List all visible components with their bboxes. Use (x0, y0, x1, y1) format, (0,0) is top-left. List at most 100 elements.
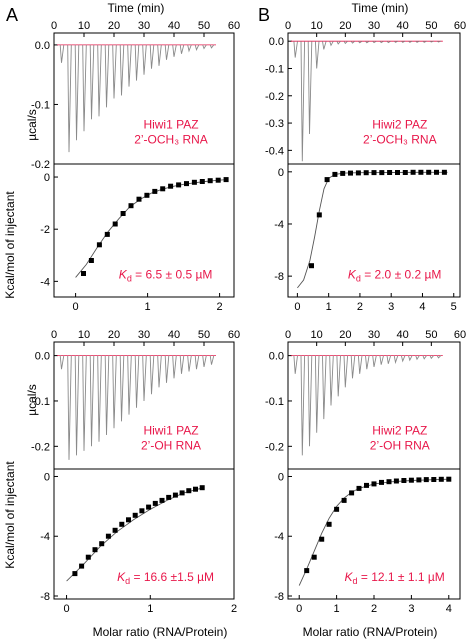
kd-value: = 12.1 ± 1.1 µM (358, 570, 445, 584)
data-point (304, 568, 310, 574)
injection-peak (322, 355, 327, 420)
data-point (132, 512, 138, 518)
injection-peak (336, 40, 341, 45)
data-point (395, 170, 400, 175)
y-tick-label: -0.1 (31, 396, 50, 408)
bottom-xlabel-a: Molar ratio (RNA/Protein) (93, 625, 228, 639)
kd-value: = 2.0 ± 0.2 µM (361, 267, 442, 281)
injection-peak (415, 355, 420, 361)
data-point (166, 494, 172, 500)
data-point (418, 169, 424, 175)
injection-peak (293, 355, 298, 374)
chart-b-top: 0.0 -0.1 -0.2 -0.3 -0.4 0 10 20 30 40 50 60 Hiwi2 PA… (265, 20, 466, 165)
injection-peak (164, 44, 170, 60)
data-point (120, 211, 126, 216)
data-point (410, 169, 416, 175)
x-tick-label: 40 (168, 329, 180, 341)
y-tick-label: 0 (44, 471, 50, 483)
y-tick-label: -4 (274, 219, 284, 231)
injection-peak (307, 355, 313, 447)
x-tick-label: 2 (371, 603, 377, 615)
injection-peak (172, 355, 177, 379)
injection-peak (314, 41, 320, 69)
x-tick-label: 40 (397, 20, 409, 32)
x-tick-label: 3 (408, 603, 414, 615)
x-tick-label: 2 (217, 301, 223, 313)
annotation-line-1: Hiwi1 PAZ (143, 118, 198, 132)
data-point (85, 554, 91, 560)
data-point (152, 500, 158, 506)
top-axis-label-a: Time (min) (108, 1, 165, 15)
x-tick-label: 4 (419, 301, 425, 313)
data-point (441, 169, 447, 175)
plot-frame (53, 163, 235, 298)
data-point (168, 183, 174, 189)
chart-a-top: 0.0 -0.1 -0.2 0 10 20 30 40 50 60 Hiwi1 PAZ2’-OCH₃… (31, 20, 240, 171)
data-point (393, 478, 399, 484)
data-point (363, 170, 369, 176)
kd-symbol: K (117, 570, 126, 584)
data-point (96, 242, 102, 248)
y-tick-label: 0.0 (35, 40, 50, 52)
x-tick-label: 1 (145, 301, 151, 313)
bottom-xlabel-b: Molar ratio (RNA/Protein) (303, 625, 438, 639)
data-point (152, 188, 158, 194)
injection-peak (300, 41, 306, 162)
injection-peak (307, 41, 313, 135)
x-tick-label: 0 (285, 20, 291, 32)
y-tick-label: 0 (278, 471, 284, 483)
data-point (334, 506, 340, 512)
data-point (364, 482, 369, 488)
x-tick-label: 50 (198, 20, 210, 32)
y-tick-label: -4 (274, 531, 284, 543)
x-tick-label: 10 (311, 20, 323, 32)
kd-subscript: d (356, 273, 361, 283)
kd-label: Kd = 2.0 ± 0.2 µM (348, 267, 442, 283)
injection-peak (336, 355, 341, 397)
injection-peak (393, 40, 398, 43)
injection-peak (112, 44, 117, 99)
injection-peak (358, 40, 363, 44)
x-tick-label: 50 (425, 20, 437, 32)
injection-peak (422, 40, 427, 43)
data-point (72, 571, 78, 577)
x-tick-label: 0 (296, 603, 302, 615)
injection-peak (164, 355, 170, 383)
x-tick-label: 20 (339, 20, 351, 32)
injection-peak (142, 355, 147, 402)
injection-peak (357, 355, 363, 374)
x-tick-label: 0 (51, 20, 57, 32)
data-point (126, 517, 131, 523)
data-point (104, 231, 110, 237)
data-point (179, 490, 185, 496)
y-tick-label: -0.2 (265, 91, 284, 103)
data-point (139, 508, 145, 514)
injection-peak (386, 355, 392, 364)
y-tick-label: -4 (40, 276, 50, 288)
injection-peak (372, 355, 377, 367)
x-tick-label: 5 (451, 301, 457, 313)
injection-peak (393, 355, 399, 365)
fit-curve (75, 179, 227, 278)
x-tick-label: 30 (368, 20, 380, 32)
x-tick-label: 60 (228, 329, 240, 341)
injection-peak (429, 355, 434, 360)
injection-peak (343, 40, 348, 45)
injection-peak (97, 44, 102, 117)
data-point (207, 178, 213, 184)
y-tick-label: -0.3 (265, 118, 284, 130)
kd-value: = 6.5 ± 0.5 µM (132, 267, 213, 281)
injection-peak (82, 44, 87, 132)
injection-peak (127, 44, 132, 87)
data-point (99, 541, 105, 547)
x-tick-label: 0 (73, 301, 79, 313)
injection-peak (386, 40, 391, 44)
injection-peak (314, 355, 320, 433)
x-tick-label: 40 (397, 329, 409, 341)
injection-peak (97, 355, 102, 442)
x-tick-label: 4 (446, 603, 452, 615)
data-point (319, 536, 325, 542)
top-axis-label-b: Time (min) (352, 1, 409, 15)
